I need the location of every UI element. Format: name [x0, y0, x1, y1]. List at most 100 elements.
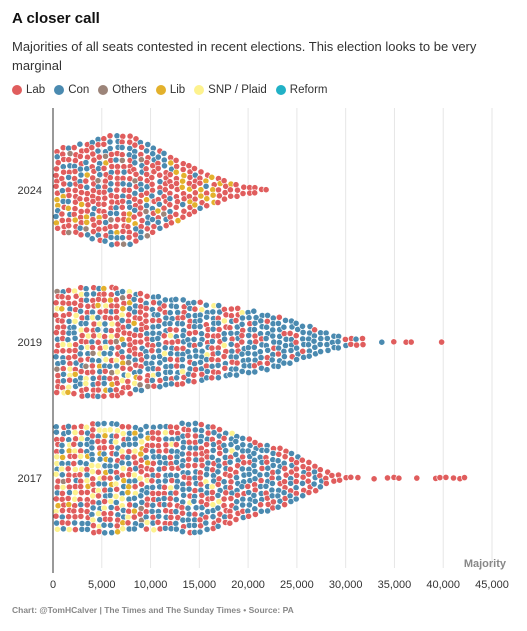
swarm-2019: [52, 283, 445, 400]
seat-dot: [238, 367, 246, 375]
seat-dot: [179, 166, 187, 173]
seat-dot: [155, 435, 163, 443]
seat-dot: [264, 311, 271, 319]
seat-dot: [436, 474, 444, 481]
seat-dot: [208, 362, 216, 370]
seat-dot: [76, 195, 84, 203]
seat-dot: [120, 329, 128, 337]
seat-dot: [84, 231, 91, 239]
seat-dot: [59, 507, 66, 514]
seat-dot: [172, 295, 180, 303]
seat-dot: [234, 462, 241, 470]
seat-dot: [118, 144, 126, 151]
seat-dot: [198, 427, 205, 434]
seat-dot: [148, 180, 156, 188]
seat-dot: [154, 370, 162, 378]
seat-dot: [137, 338, 145, 346]
seat-dot: [130, 494, 138, 502]
seat-dot: [155, 341, 163, 348]
seat-dot: [334, 344, 342, 352]
seat-dot: [239, 441, 247, 449]
seat-dot: [125, 353, 133, 361]
seat-dot: [94, 462, 102, 470]
seat-dot: [156, 423, 164, 431]
seat-dot: [71, 519, 78, 527]
seat-dot: [118, 317, 126, 324]
x-tick-label: 5,000: [88, 579, 116, 591]
seat-dot: [244, 349, 252, 357]
seat-dot: [100, 350, 108, 357]
seat-dot: [352, 335, 360, 343]
seat-dot: [77, 483, 85, 490]
seat-dot: [172, 520, 180, 527]
seat-dot: [142, 525, 150, 533]
seat-dot: [131, 447, 139, 455]
seat-dot: [198, 462, 206, 469]
seat-dot: [101, 333, 108, 340]
seat-dot: [53, 389, 61, 396]
seat-dot: [70, 210, 78, 218]
seat-dot: [138, 356, 145, 364]
legend-item-snp-plaid: SNP / Plaid: [194, 84, 267, 96]
seat-dot: [324, 346, 332, 354]
seat-dot: [268, 479, 276, 487]
seat-dot: [149, 483, 156, 491]
seat-dot: [179, 296, 187, 304]
seat-dot: [292, 465, 300, 473]
seat-dot: [118, 203, 126, 211]
seat-dot: [143, 489, 151, 497]
seat-dot: [89, 368, 96, 376]
seat-dot: [82, 285, 90, 293]
legend-item-con: Con: [54, 84, 89, 96]
seat-dot: [102, 356, 110, 363]
seat-dot: [96, 516, 104, 524]
seat-dot: [238, 338, 246, 346]
seat-dot: [65, 156, 73, 164]
seat-dot: [294, 325, 302, 333]
seat-dot: [178, 380, 186, 388]
seat-dot: [106, 474, 114, 482]
seat-dot: [191, 426, 199, 434]
swarm-2024: [52, 132, 270, 249]
seat-dot: [370, 475, 378, 483]
seat-dot: [78, 520, 86, 527]
seat-dot: [108, 150, 115, 158]
seat-dot: [119, 423, 126, 431]
seat-dot: [131, 195, 138, 203]
seat-dot: [245, 489, 253, 496]
seat-dot: [202, 301, 210, 309]
x-tick-label: 0: [50, 579, 56, 591]
x-axis-label: Majority: [464, 558, 507, 570]
seat-dot: [161, 429, 169, 437]
seat-dot: [407, 338, 415, 346]
seat-dot: [167, 350, 175, 357]
legend-label: SNP / Plaid: [208, 84, 267, 96]
seat-dot: [173, 472, 180, 479]
seat-dot: [202, 519, 210, 527]
seat-dot: [282, 342, 289, 349]
seat-dot: [220, 434, 228, 442]
seat-dot: [227, 305, 235, 313]
seat-dot: [172, 496, 180, 503]
seat-dot: [203, 195, 211, 203]
seat-dot: [269, 332, 277, 340]
seat-dot: [102, 343, 109, 351]
seat-dot: [232, 353, 240, 361]
seat-dot: [78, 489, 85, 496]
seat-dot: [125, 193, 133, 200]
seat-dot: [58, 471, 66, 479]
seat-dot: [306, 323, 314, 330]
seat-dot: [203, 526, 211, 533]
seat-dot: [154, 335, 162, 342]
seat-dot: [136, 510, 144, 518]
seat-dot: [257, 477, 265, 484]
seat-dot: [144, 459, 151, 467]
seat-dot: [113, 420, 121, 428]
legend-label: Reform: [289, 84, 328, 96]
seat-dot: [148, 429, 156, 436]
seat-dot: [190, 522, 198, 529]
seat-dot: [65, 286, 73, 294]
seat-dot: [269, 461, 277, 469]
seat-dot: [143, 519, 151, 526]
seat-dot: [65, 317, 73, 325]
